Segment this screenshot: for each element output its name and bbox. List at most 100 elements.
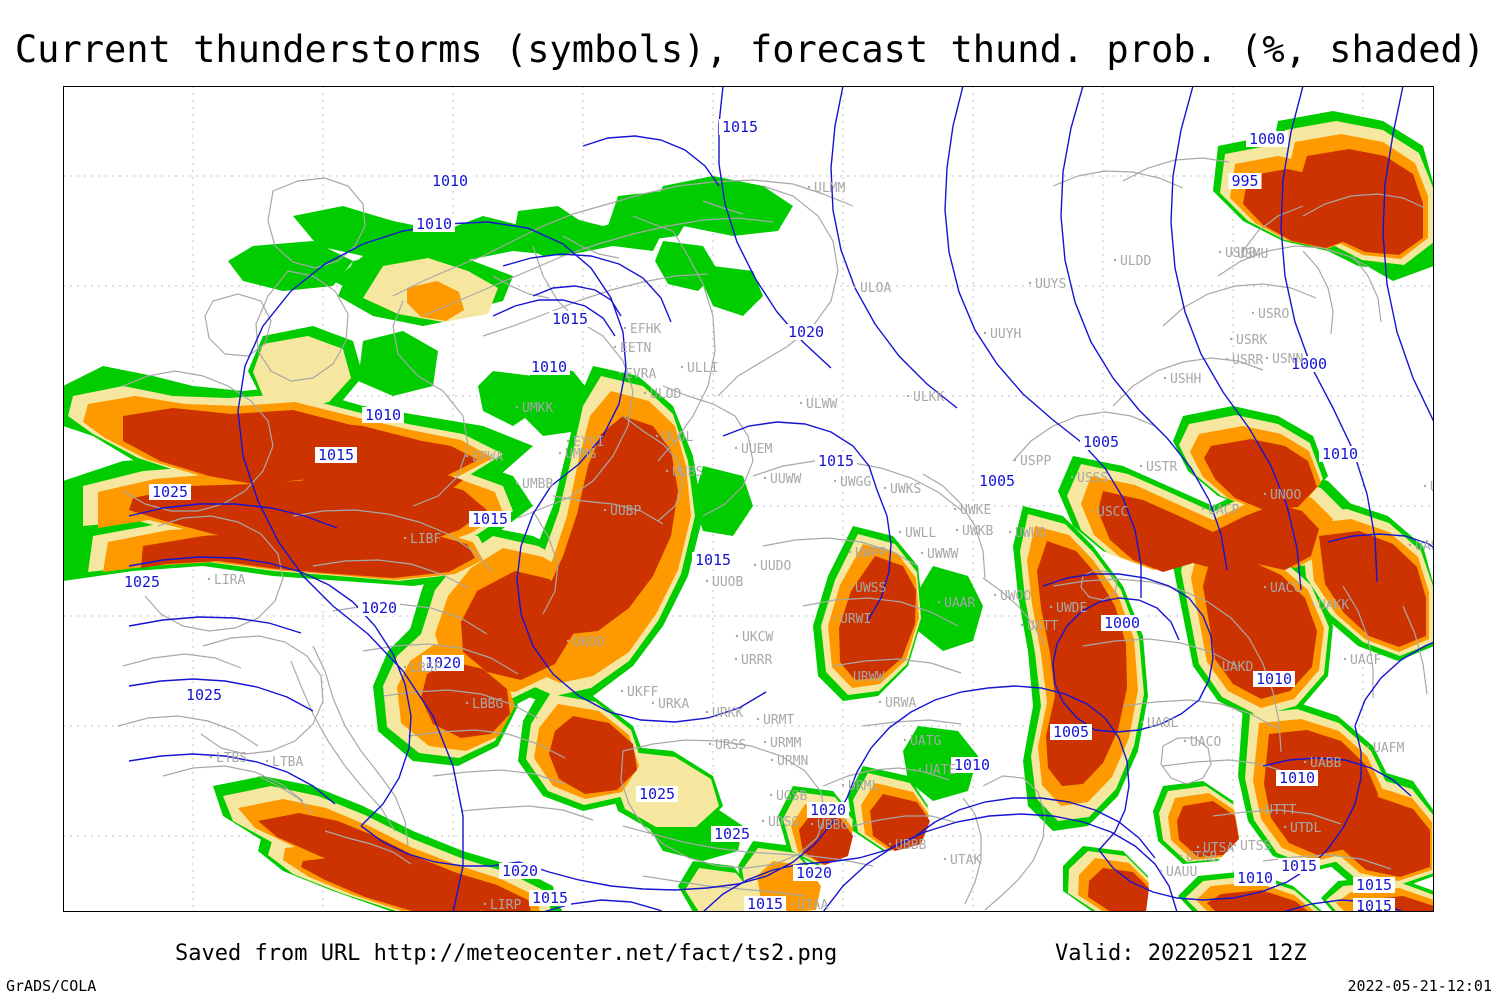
station-label: URRR <box>741 653 772 668</box>
station-dot-icon <box>983 331 987 335</box>
isobar-label: 1015 <box>552 310 588 328</box>
station-label: UDSG <box>768 815 799 830</box>
station-dot-icon <box>665 469 669 473</box>
station-label: UAKK <box>1318 598 1349 613</box>
station-label: UMKK <box>522 401 553 416</box>
station-dot-icon <box>651 701 655 705</box>
station-label: UAUU <box>1166 865 1197 880</box>
station-dot-icon <box>1303 760 1307 764</box>
isobar-label: 1000 <box>1291 355 1327 373</box>
isobar-label: 1015 <box>818 452 854 470</box>
station-dot-icon <box>799 401 803 405</box>
isobar-label: 1010 <box>531 358 567 376</box>
station-dot-icon <box>613 345 617 349</box>
isobar-label: 1020 <box>788 323 824 341</box>
station-dot-icon <box>1343 657 1347 661</box>
isobar-label-bg <box>422 655 464 671</box>
station-label: LBSF <box>410 661 441 676</box>
station-dot-icon <box>515 481 519 485</box>
isobar-label: 1005 <box>1053 723 1089 741</box>
station-label: LIRA <box>214 573 245 588</box>
station-dot-icon <box>1183 739 1187 743</box>
thunder-prob-shading-veryhigh <box>123 149 1434 912</box>
station-label: URSS <box>715 738 746 753</box>
isobar-label-bg <box>951 757 993 773</box>
isobar-label: 1015 <box>318 446 354 464</box>
station-label: LIBF <box>410 532 441 547</box>
isobar-label: 1020 <box>361 599 397 617</box>
station-dot-icon <box>403 536 407 540</box>
station-dot-icon <box>735 634 739 638</box>
isobar-labels: 1015 1010 1010 1000 995 1015 1020 1000 1010 1010 1… <box>121 118 1395 912</box>
isobar-label: 1010 <box>1279 769 1315 787</box>
station-dot-icon <box>903 738 907 742</box>
station-label: UTAK <box>950 853 981 868</box>
station-dot-icon <box>1049 605 1053 609</box>
isobar-label: 1015 <box>1356 897 1392 912</box>
station-label: UWWW <box>927 547 958 562</box>
isobar-label-bg <box>1234 870 1276 886</box>
station-label: UATG <box>910 734 941 749</box>
isobar-label-bg <box>499 863 541 879</box>
station-dot-icon <box>833 616 837 620</box>
station-dot-icon <box>1218 250 1222 254</box>
station-label: UTDL <box>1290 821 1321 836</box>
station-dot-icon <box>1311 602 1315 606</box>
isobar-label-bg <box>121 574 163 590</box>
isobar-label-bg <box>149 484 191 500</box>
map-frame <box>63 86 1434 912</box>
station-label: UUBP <box>610 504 641 519</box>
station-label: USRO <box>1258 307 1289 322</box>
station-label: USHH <box>1170 372 1201 387</box>
station-label: UMBB <box>522 477 553 492</box>
station-dot-icon <box>920 551 924 555</box>
isobar-label: 1015 <box>747 895 783 912</box>
station-dot-icon <box>708 742 712 746</box>
station-dot-icon <box>753 563 757 567</box>
station-label: URWI <box>840 612 871 627</box>
station-dot-icon <box>918 767 922 771</box>
isobar-label: 1025 <box>152 483 188 501</box>
station-label: ULOA <box>860 281 891 296</box>
station-label: UTTT <box>1265 803 1296 818</box>
isobar-label-bg <box>815 453 857 469</box>
station-dot-icon <box>769 793 773 797</box>
station-dot-icon <box>1233 843 1237 847</box>
station-label: URWW <box>853 670 884 685</box>
station-dot-icon <box>763 476 767 480</box>
station-label: UKOO <box>573 635 604 650</box>
page-title: Current thunderstorms (symbols), forecas… <box>14 28 1486 71</box>
station-dot-icon <box>209 755 213 759</box>
isobar-label: 1010 <box>416 215 452 233</box>
isobar-label-bg <box>1101 615 1143 631</box>
station-label: UAAR <box>944 596 975 611</box>
station-label: UTAA <box>797 898 828 912</box>
isobar-contours <box>128 86 1434 912</box>
station-label: UACC <box>1270 581 1301 596</box>
station-label: ULWW <box>806 397 837 412</box>
station-dot-icon <box>1159 869 1163 873</box>
station-dot-icon <box>515 405 519 409</box>
isobar-label: 1010 <box>1237 869 1273 887</box>
station-label: USMU <box>1237 247 1268 262</box>
station-label: UATT <box>1027 619 1058 634</box>
isobar-label: 1015 <box>1356 876 1392 894</box>
isobar-label-bg <box>529 890 571 906</box>
station-dot-icon <box>705 710 709 714</box>
station-label: UWKE <box>960 503 991 518</box>
station-label: UUOB <box>712 575 743 590</box>
coastlines-and-borders <box>117 157 1428 911</box>
station-label: UUWW <box>770 472 801 487</box>
isobar-label: 1015 <box>532 889 568 907</box>
station-label: EFHK <box>630 322 661 337</box>
station-dot-icon <box>403 665 407 669</box>
isobar-label-bg <box>528 359 570 375</box>
station-label: UKFF <box>627 685 658 700</box>
station-label: UBBG <box>817 818 848 833</box>
isobar-label: 1010 <box>1322 445 1358 463</box>
map-svg[interactable]: 1015 1010 1010 1000 995 1015 1020 1000 1010 1010 1… <box>63 86 1434 912</box>
station-dot-icon <box>1140 720 1144 724</box>
station-label: UATE <box>925 763 956 778</box>
map-canvas[interactable]: 1015 1010 1010 1000 995 1015 1020 1000 1010 1010 1… <box>63 86 1434 912</box>
isobar-label: 1010 <box>954 756 990 774</box>
